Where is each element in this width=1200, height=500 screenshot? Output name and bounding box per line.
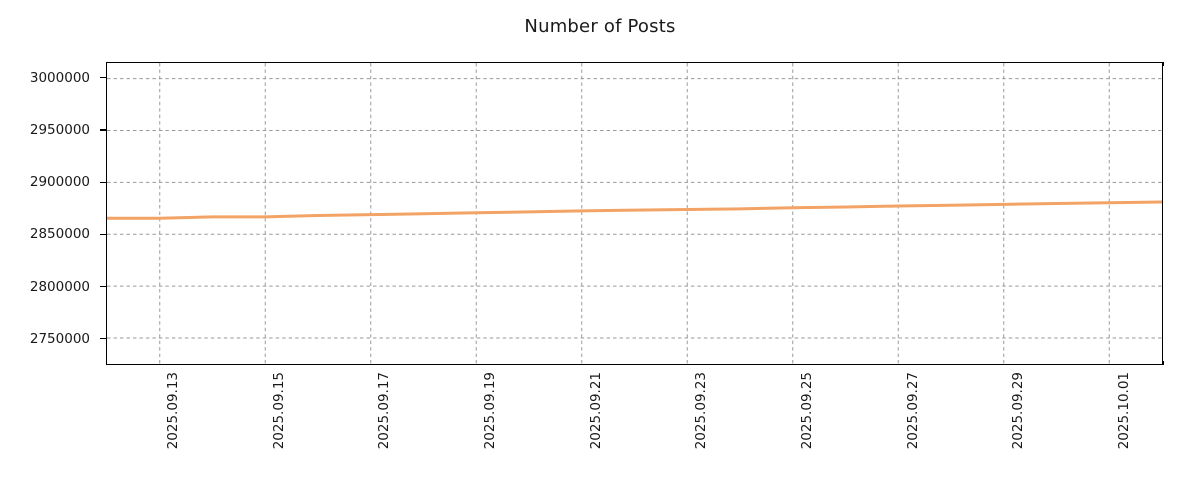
chart-title: Number of Posts	[524, 16, 676, 37]
x-axis-tick-label: 2025.09.19	[481, 372, 498, 450]
y-axis-tick-mark	[100, 233, 106, 235]
x-axis-tick-mark-minor	[1162, 361, 1164, 365]
x-axis-tick-label: 2025.10.01	[1116, 372, 1133, 450]
x-axis-tick-label: 2025.09.15	[270, 372, 287, 450]
y-axis-tick-mark	[100, 181, 106, 183]
x-axis-tick-label: 2025.09.13	[164, 372, 181, 450]
x-axis-tick-label: 2025.09.17	[376, 372, 393, 450]
x-axis-tick-label: 2025.09.23	[693, 372, 710, 450]
y-axis-tick-mark	[100, 338, 106, 340]
y-axis-tick-label: 2900000	[29, 174, 90, 191]
x-axis-tick-label: 2025.09.29	[1010, 372, 1027, 450]
y-axis-tick-label: 2750000	[29, 330, 90, 347]
y-axis-tick-mark	[100, 286, 106, 288]
y-axis-tick-label: 2800000	[29, 278, 90, 295]
x-axis-tick-label: 2025.09.21	[587, 372, 604, 450]
y-axis-tick-mark	[100, 129, 106, 131]
x-axis-tick-label: 2025.09.27	[904, 372, 921, 450]
x-axis-tick-mark-top	[1162, 62, 1164, 66]
y-axis-tick-label: 2850000	[29, 226, 90, 243]
y-axis-tick-label: 3000000	[29, 69, 90, 86]
data-line	[107, 202, 1162, 218]
y-axis-tick-mark	[100, 77, 106, 79]
x-axis-tick-label: 2025.09.25	[799, 372, 816, 450]
plot-area	[106, 62, 1163, 365]
series-line-number-of-posts	[107, 63, 1162, 364]
y-axis-tick-label: 2950000	[29, 121, 90, 138]
